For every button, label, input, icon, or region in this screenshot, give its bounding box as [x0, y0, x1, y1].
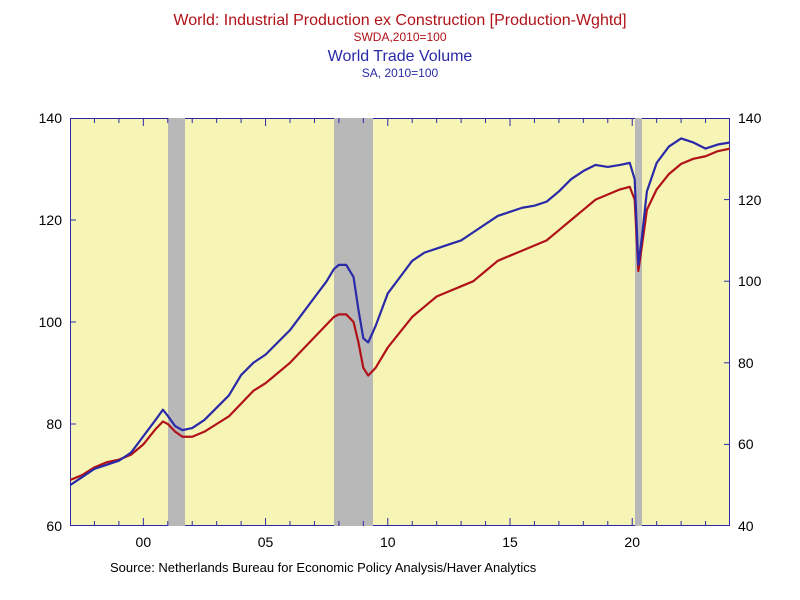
chart-container: World: Industrial Production ex Construc…	[0, 0, 800, 600]
axis-tick-label: 60	[738, 436, 754, 452]
axis-tick-label: 00	[136, 534, 152, 550]
axis-tick-label: 140	[22, 110, 62, 126]
axis-tick-label: 80	[22, 416, 62, 432]
axis-tick-label: 05	[258, 534, 274, 550]
axis-tick-label: 80	[738, 355, 754, 371]
axis-tick-label: 140	[738, 110, 761, 126]
axis-tick-label: 100	[738, 273, 761, 289]
title-line-1: World: Industrial Production ex Construc…	[0, 12, 800, 30]
axis-tick-label: 10	[380, 534, 396, 550]
subtitle-line-2: SA, 2010=100	[0, 66, 800, 80]
chart-svg	[70, 118, 730, 526]
axis-tick-label: 40	[738, 518, 754, 534]
title-line-2: World Trade Volume	[0, 48, 800, 66]
axis-tick-label: 20	[624, 534, 640, 550]
chart-area	[70, 118, 730, 526]
chart-titles: World: Industrial Production ex Construc…	[0, 0, 800, 80]
subtitle-line-1: SWDA,2010=100	[0, 30, 800, 44]
source-text: Source: Netherlands Bureau for Economic …	[110, 560, 536, 575]
axis-tick-label: 120	[738, 192, 761, 208]
axis-tick-label: 15	[502, 534, 518, 550]
series-industrial-production	[70, 149, 730, 481]
axis-tick-label: 120	[22, 212, 62, 228]
axis-tick-label: 100	[22, 314, 62, 330]
axis-tick-label: 60	[22, 518, 62, 534]
